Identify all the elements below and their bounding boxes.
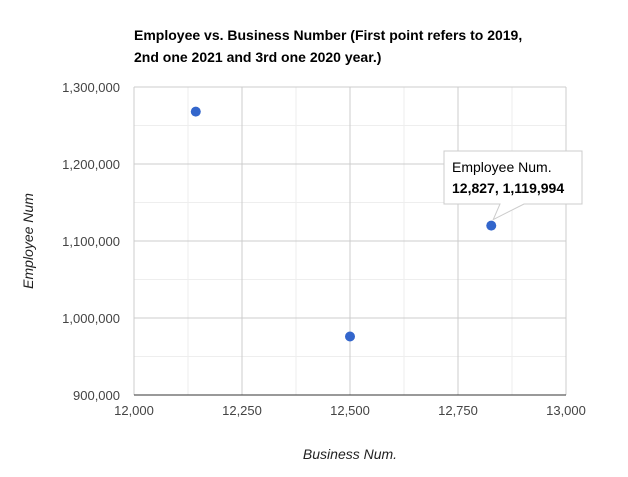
x-tick-label: 12,750 <box>438 403 478 418</box>
y-tick-label: 1,300,000 <box>62 80 120 95</box>
tooltip: Employee Num. 12,827, 1,119,994 <box>443 150 583 221</box>
y-tick-label: 1,000,000 <box>62 311 120 326</box>
x-axis-title: Business Num. <box>303 446 397 462</box>
y-axis-title: Employee Num <box>20 193 36 289</box>
data-point <box>486 220 497 231</box>
chart-title-line-1: Employee vs. Business Number (First poin… <box>134 27 522 43</box>
x-tick-label: 12,250 <box>222 403 262 418</box>
y-tick-label: 900,000 <box>73 388 120 403</box>
x-tick-label: 12,000 <box>114 403 154 418</box>
x-tick-label: 12,500 <box>330 403 370 418</box>
axis-ticks: 12,000 12,250 12,500 12,750 13,000 900,000 1,0… <box>62 80 586 418</box>
y-tick-label: 1,200,000 <box>62 157 120 172</box>
data-points <box>190 106 497 342</box>
grid <box>133 86 567 396</box>
chart-title-line-2: 2nd one 2021 and 3rd one 2020 year.) <box>134 49 381 65</box>
data-point <box>345 331 355 342</box>
y-tick-label: 1,100,000 <box>62 234 120 249</box>
x-tick-label: 13,000 <box>546 403 586 418</box>
tooltip-value: 12,827, 1,119,994 <box>452 180 564 196</box>
tooltip-box <box>443 150 583 221</box>
tooltip-label: Employee Num. <box>452 159 552 175</box>
data-point <box>190 106 201 117</box>
